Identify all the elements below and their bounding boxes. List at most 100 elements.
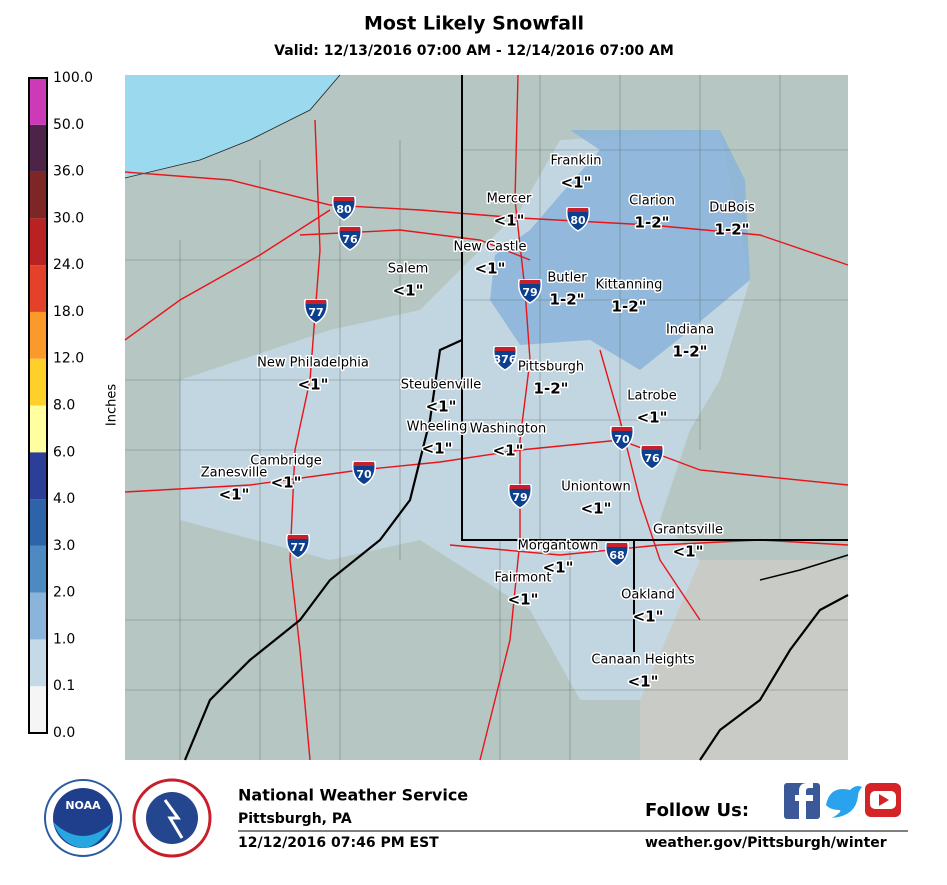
snow-amount: 1-2" (673, 343, 708, 361)
interstate-shield (337, 226, 363, 251)
legend-label: 12.0 (53, 351, 84, 367)
legend-label: 100.0 (53, 70, 93, 86)
map (124, 74, 849, 761)
city-name: Latrobe (627, 389, 677, 404)
legend-swatch (29, 124, 47, 172)
legend-swatch (29, 265, 47, 312)
legend-label: 4.0 (53, 491, 75, 507)
snow-amount: <1" (422, 440, 453, 458)
city-name: Indiana (666, 323, 714, 338)
city-name: Franklin (550, 154, 601, 169)
legend-label: 30.0 (53, 210, 84, 226)
url[interactable]: weather.gov/Pittsburgh/winter (645, 835, 887, 851)
agency: National Weather Service (238, 786, 468, 805)
snow-amount: 1-2" (635, 214, 670, 232)
interstate-shield-top (520, 280, 540, 284)
city-name: Kittanning (596, 278, 663, 293)
issued: 12/12/2016 07:46 PM EST (238, 835, 439, 851)
snow-amount: <1" (628, 673, 659, 691)
legend-swatch (29, 218, 47, 266)
city-name: New Castle (453, 240, 526, 255)
interstate-shield-top (612, 427, 632, 431)
snow-amount: <1" (219, 486, 250, 504)
footer: NOAA National Weather Service Pittsburgh… (44, 778, 908, 858)
legend-swatch (29, 171, 47, 219)
subtitle: Valid: 12/13/2016 07:00 AM - 12/14/2016 … (274, 43, 674, 59)
city-name: DuBois (709, 201, 755, 216)
interstate-number: 76 (644, 452, 660, 465)
interstate-number: 79 (522, 286, 537, 299)
snow-amount: 1-2" (550, 291, 585, 309)
city-name: Fairmont (495, 571, 552, 586)
city-name: Cambridge (250, 454, 321, 469)
snow-amount: <1" (561, 174, 592, 192)
city-name: Steubenville (401, 378, 482, 393)
roads (124, 74, 849, 761)
interstate-shield-top (306, 300, 326, 304)
legend-swatch (29, 78, 47, 125)
interstate-shield (285, 534, 311, 559)
legend-label: 2.0 (53, 585, 75, 601)
legend-swatch (29, 452, 47, 500)
borders (183, 75, 849, 761)
interstate-shield (604, 542, 630, 567)
snow-amount: <1" (298, 376, 329, 394)
city-name: Canaan Heights (591, 653, 695, 668)
city-name: Butler (547, 271, 587, 286)
legend-swatch (29, 545, 47, 593)
interstate-shield (609, 426, 635, 451)
legend-swatch (29, 639, 47, 687)
snow-amount: <1" (637, 409, 668, 427)
interstate-number: 77 (308, 306, 323, 319)
office: Pittsburgh, PA (238, 811, 352, 827)
interstate-shield (639, 445, 665, 470)
lake-erie (125, 75, 340, 178)
legend-swatch (29, 592, 47, 640)
snow-amount: <1" (271, 474, 302, 492)
snow-amount: <1" (493, 442, 524, 460)
legend-label: 24.0 (53, 257, 84, 273)
snow-amount: 1-2" (715, 221, 750, 239)
legend-title: Inches (105, 384, 120, 426)
legend-frame (28, 77, 48, 734)
interstate-number: 68 (609, 549, 624, 562)
snow-amount: <1" (393, 282, 424, 300)
interstate-number: 76 (342, 233, 358, 246)
snow-amount: <1" (508, 591, 539, 609)
legend-swatch (29, 311, 47, 359)
snow-amount: <1" (581, 500, 612, 518)
legend-swatch (29, 499, 47, 546)
interstate-shield (565, 207, 591, 232)
title: Most Likely Snowfall (364, 13, 584, 35)
city-name: Clarion (629, 194, 675, 209)
snow-amount: <1" (543, 559, 574, 577)
interstate-shield-top (354, 462, 374, 466)
interstate-shield-top (334, 197, 354, 201)
interstate-shield (331, 196, 357, 221)
city-name: Zanesville (201, 466, 267, 481)
interstate-shield-top (340, 227, 360, 231)
interstate-shield (303, 299, 329, 324)
interstate-shield-top (510, 485, 530, 489)
snow-amount: <1" (673, 543, 704, 561)
snow-amount: <1" (633, 608, 664, 626)
shoreline (124, 74, 341, 179)
legend-label: 8.0 (53, 398, 75, 414)
legend-label: 1.0 (53, 631, 75, 647)
interstate-shield-top (568, 208, 588, 212)
follow-us: Follow Us: (645, 800, 749, 821)
interstate-number: 376 (494, 353, 517, 366)
interstate-number: 80 (570, 214, 586, 227)
noaa-logo-text: NOAA (65, 799, 101, 812)
interstate-shield (492, 346, 518, 371)
legend-label: 3.0 (53, 538, 75, 554)
interstate-shield-top (607, 543, 627, 547)
city-name: Wheeling (407, 420, 468, 435)
legend-label: 6.0 (53, 444, 75, 460)
nws-bolt (163, 799, 184, 839)
interstate-number: 80 (336, 203, 352, 216)
interstate-shield-top (495, 347, 515, 351)
twitter-icon[interactable] (826, 786, 862, 818)
facebook-f (795, 783, 813, 819)
